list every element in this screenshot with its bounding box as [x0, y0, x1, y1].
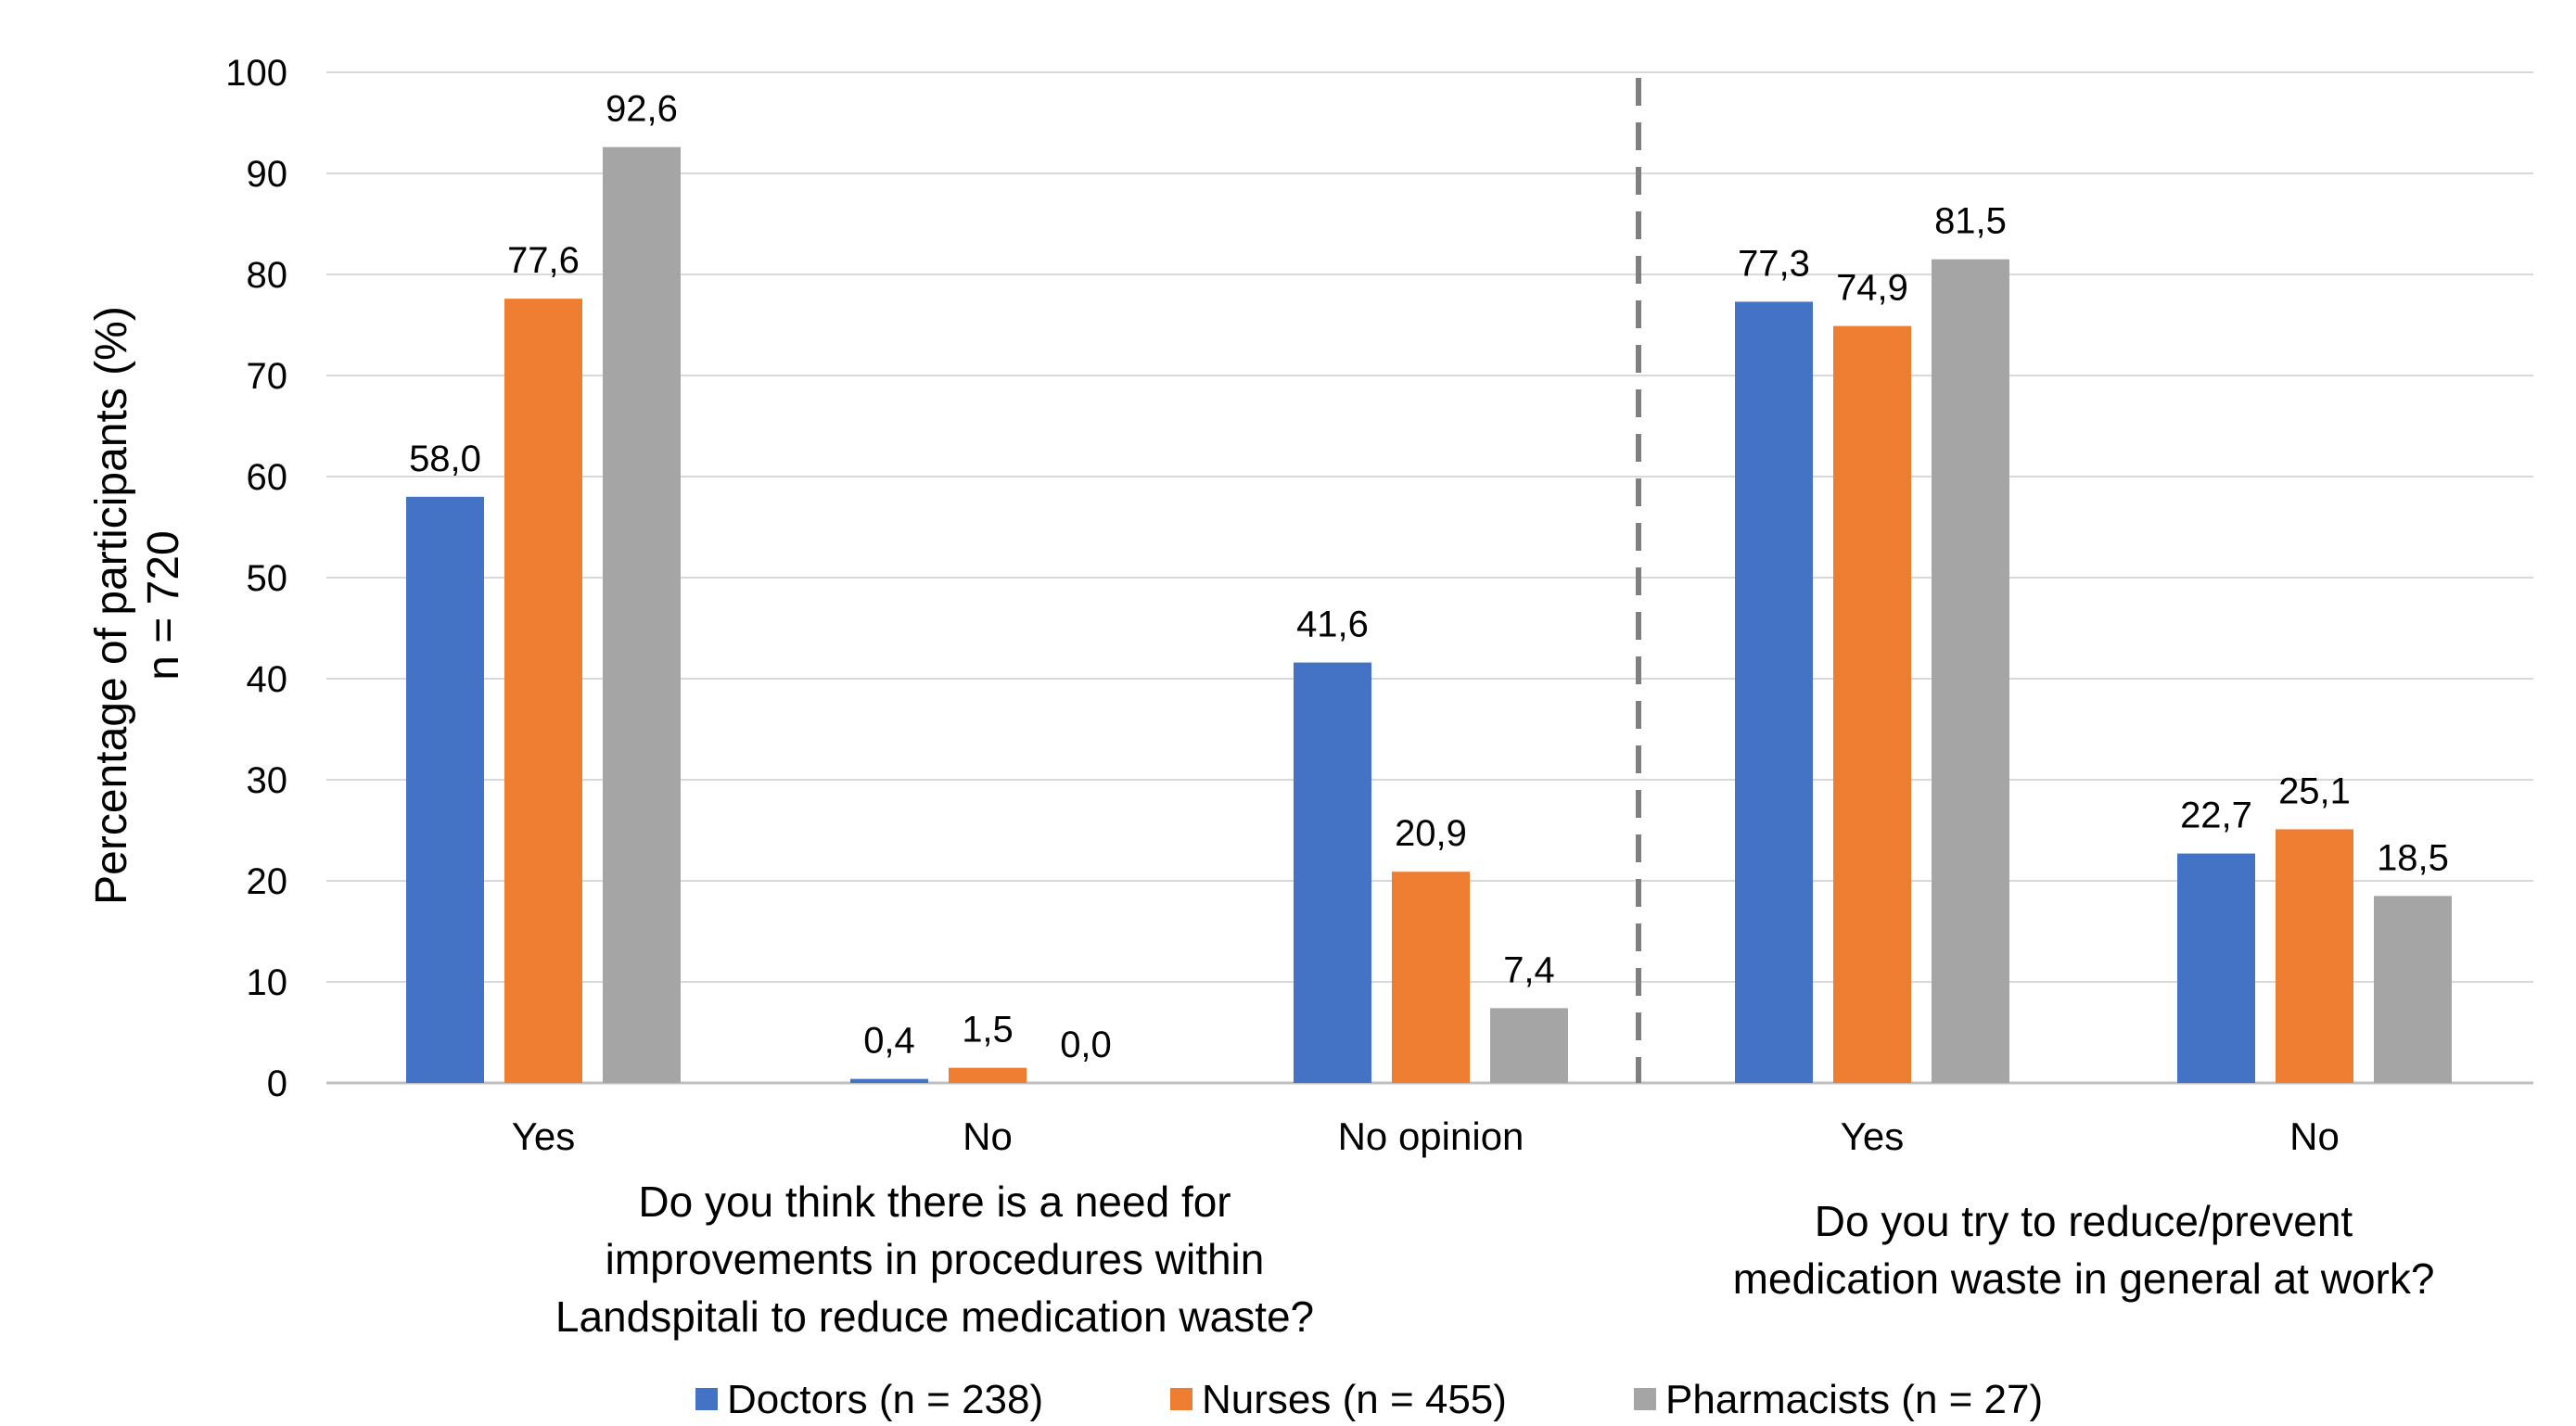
- category-label: Yes: [1841, 1114, 1905, 1158]
- data-label: 81,5: [1934, 201, 2007, 242]
- group-title-line: Do you try to reduce/prevent: [1815, 1197, 2353, 1245]
- y-tick-label: 10: [247, 962, 288, 1003]
- data-label: 7,4: [1503, 949, 1555, 990]
- y-tick-label: 70: [247, 356, 288, 397]
- data-label: 25,1: [2278, 770, 2351, 811]
- bar: [1392, 872, 1470, 1083]
- legend-label: Nurses (n = 455): [1202, 1377, 1507, 1422]
- bar: [1735, 301, 1813, 1083]
- bar: [1294, 662, 1371, 1083]
- category-labels: Yes No No opinion Yes No: [512, 1114, 2340, 1158]
- bar: [2276, 829, 2353, 1083]
- data-label: 58,0: [409, 439, 481, 479]
- group-title-line: medication waste in general at work?: [1733, 1254, 2435, 1303]
- group-title: Do you think there is a need for improvem…: [555, 1178, 1314, 1341]
- legend: Doctors (n = 238) Nurses (n = 455) Pharmac…: [695, 1377, 2043, 1422]
- y-tick-label: 90: [247, 154, 288, 195]
- group-title-line: improvements in procedures within: [606, 1235, 1265, 1283]
- data-label: 22,7: [2180, 796, 2252, 836]
- data-label: 1,5: [962, 1010, 1014, 1050]
- bar: [1932, 259, 2009, 1083]
- legend-swatch: [695, 1388, 718, 1410]
- legend-label: Doctors (n = 238): [727, 1377, 1043, 1422]
- y-tick-label: 60: [247, 457, 288, 498]
- y-axis-title: Percentage of participants (%)n = 720: [87, 306, 188, 905]
- category-label: No opinion: [1338, 1114, 1524, 1158]
- legend-item: Nurses (n = 455): [1170, 1377, 1507, 1422]
- y-axis: 0 10 20 30 40 50 60 70 80 90 100: [225, 53, 287, 1104]
- bar: [1833, 325, 1911, 1084]
- legend-swatch: [1170, 1388, 1192, 1410]
- group-titles: Do you think there is a need for improvem…: [555, 1178, 2435, 1341]
- legend-swatch: [1634, 1388, 1656, 1410]
- bar: [406, 496, 484, 1083]
- y-axis-title-line: Percentage of participants (%): [87, 306, 136, 905]
- y-axis-title-line: n = 720: [139, 530, 188, 680]
- y-tick-label: 80: [247, 255, 288, 296]
- bar: [850, 1078, 928, 1083]
- legend-item: Doctors (n = 238): [695, 1377, 1043, 1422]
- y-tick-label: 50: [247, 558, 288, 599]
- data-label: 18,5: [2377, 837, 2449, 878]
- bar: [949, 1067, 1027, 1083]
- category-label: Yes: [512, 1114, 576, 1158]
- y-axis-title-text: Percentage of participants (%)n = 720: [87, 306, 188, 905]
- data-label: 77,6: [507, 240, 580, 281]
- y-tick-label: 20: [247, 861, 288, 902]
- group-title: Do you try to reduce/prevent medication w…: [1733, 1197, 2435, 1303]
- y-tick-label: 0: [267, 1063, 287, 1104]
- legend-label: Pharmacists (n = 27): [1665, 1377, 2043, 1422]
- bar: [1490, 1008, 1568, 1083]
- bar: [2374, 896, 2452, 1083]
- category-label: No: [963, 1114, 1013, 1158]
- data-label: 0,0: [1060, 1025, 1112, 1065]
- data-label: 77,3: [1738, 243, 1810, 284]
- bars: [406, 146, 2452, 1084]
- data-label: 20,9: [1395, 813, 1467, 854]
- data-label: 41,6: [1296, 605, 1369, 645]
- gridlines: [326, 71, 2533, 1085]
- bar: [603, 146, 681, 1083]
- bar: [2177, 853, 2255, 1083]
- y-tick-label: 100: [225, 53, 287, 94]
- category-label: No: [2289, 1114, 2340, 1158]
- y-tick-label: 30: [247, 760, 288, 801]
- data-label: 92,6: [606, 89, 678, 130]
- group-title-line: Landspitali to reduce medication waste?: [555, 1292, 1314, 1341]
- group-title-line: Do you think there is a need for: [638, 1178, 1231, 1226]
- y-tick-label: 40: [247, 659, 288, 700]
- bar: [504, 299, 582, 1083]
- data-label: 0,4: [863, 1021, 915, 1062]
- data-label: 74,9: [1836, 268, 1908, 309]
- legend-item: Pharmacists (n = 27): [1634, 1377, 2043, 1422]
- data-labels: 58,0 0,4 41,6 77,3 22,7 77,6 1,5 20,9 74,9 25,1 92…: [409, 89, 2449, 1065]
